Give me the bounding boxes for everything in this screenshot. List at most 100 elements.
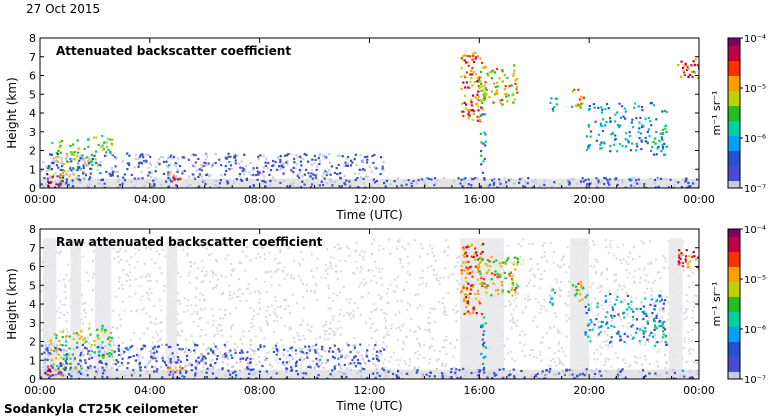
backscatter-cell: [476, 93, 479, 96]
backscatter-cell: [57, 166, 60, 169]
backscatter-cell: [357, 362, 360, 365]
noise-cell: [654, 338, 657, 341]
backscatter-cell: [483, 66, 486, 69]
backscatter-cell: [72, 143, 75, 146]
backscatter-cell: [473, 110, 476, 113]
backscatter-cell: [466, 301, 469, 304]
colorbar-segment: [728, 170, 740, 174]
backscatter-cell: [324, 170, 327, 173]
noise-cell: [688, 274, 691, 277]
backscatter-cell: [640, 140, 643, 143]
backscatter-cell: [89, 333, 92, 336]
backscatter-cell: [482, 93, 485, 96]
backscatter-cell: [274, 344, 277, 347]
backscatter-cell: [51, 141, 54, 144]
noise-cell: [406, 308, 408, 311]
noise-cell: [595, 272, 598, 275]
backscatter-cell: [230, 354, 233, 357]
noise-cell: [526, 299, 529, 302]
backscatter-cell: [467, 282, 470, 285]
backscatter-cell: [468, 108, 471, 111]
noise-cell: [122, 287, 124, 290]
noise-cell: [155, 330, 158, 333]
backscatter-cell: [362, 177, 365, 180]
noise-cell: [661, 339, 664, 342]
noise-cell: [204, 307, 207, 310]
noise-cell: [308, 352, 311, 355]
backscatter-cell: [501, 69, 504, 72]
backscatter-cell: [461, 58, 464, 61]
backscatter-cell: [475, 372, 478, 375]
backscatter-cell: [492, 101, 495, 104]
backscatter-cell: [580, 283, 583, 287]
backscatter-cell: [122, 363, 125, 366]
colorbar-segment: [728, 148, 740, 151]
backscatter-cell: [209, 348, 212, 351]
backscatter-cell: [473, 81, 476, 84]
backscatter-cell: [110, 353, 113, 356]
noise-cell: [629, 364, 632, 367]
noise-cell: [640, 326, 643, 329]
backscatter-cell: [481, 282, 484, 285]
backscatter-cell: [575, 292, 578, 295]
noise-cell: [302, 334, 305, 337]
backscatter-cell: [604, 108, 607, 111]
backscatter-cell: [123, 374, 126, 377]
backscatter-cell: [298, 358, 301, 361]
backscatter-cell: [474, 265, 477, 268]
backscatter-cell: [685, 177, 688, 180]
colorbar-segment: [728, 299, 740, 302]
backscatter-cell: [661, 132, 665, 135]
backscatter-cell: [50, 363, 53, 366]
backscatter-cell: [377, 355, 380, 358]
noise-cell: [66, 311, 69, 314]
backscatter-cell: [516, 283, 519, 286]
noise-cell: [267, 324, 270, 327]
backscatter-cell: [502, 368, 505, 371]
noise-cell: [418, 343, 421, 346]
noise-cell: [661, 316, 664, 319]
backscatter-cell: [95, 150, 98, 153]
backscatter-cell: [343, 363, 346, 367]
backscatter-cell: [465, 246, 468, 249]
backscatter-cell: [74, 157, 77, 161]
noise-cell: [230, 325, 233, 328]
backscatter-cell: [94, 158, 97, 161]
noise-cell: [41, 329, 44, 332]
backscatter-cell: [166, 157, 169, 160]
backscatter-cell: [338, 370, 341, 374]
backscatter-cell: [648, 334, 651, 337]
noise-cell: [252, 315, 255, 318]
backscatter-cell: [433, 183, 436, 187]
backscatter-cell: [101, 184, 104, 188]
noise-cell: [146, 327, 149, 330]
backscatter-cell: [45, 346, 48, 349]
backscatter-cell: [582, 180, 585, 183]
backscatter-cell: [228, 160, 231, 164]
noise-cell: [150, 292, 153, 295]
noise-cell: [349, 317, 352, 320]
noise-cell: [112, 248, 115, 250]
backscatter-cell: [80, 367, 83, 370]
noise-cell: [313, 291, 316, 294]
backscatter-cell: [52, 173, 55, 176]
backscatter-cell: [58, 141, 61, 144]
backscatter-cell: [511, 279, 514, 282]
backscatter-cell: [494, 273, 497, 276]
backscatter-cell: [596, 305, 599, 308]
noise-cell: [279, 251, 282, 253]
noise-cell: [361, 296, 364, 299]
backscatter-cell: [232, 365, 235, 368]
noise-cell: [205, 247, 208, 250]
noise-cell: [347, 355, 350, 358]
noise-cell: [283, 299, 285, 301]
noise-cell: [657, 364, 660, 367]
backscatter-cell: [75, 332, 78, 335]
backscatter-cell: [313, 366, 316, 369]
backscatter-cell: [469, 99, 473, 102]
colorbar-segment: [728, 266, 740, 270]
backscatter-cell: [108, 343, 111, 346]
backscatter-cell: [129, 346, 132, 349]
backscatter-cell: [601, 108, 604, 111]
backscatter-cell: [650, 331, 653, 334]
